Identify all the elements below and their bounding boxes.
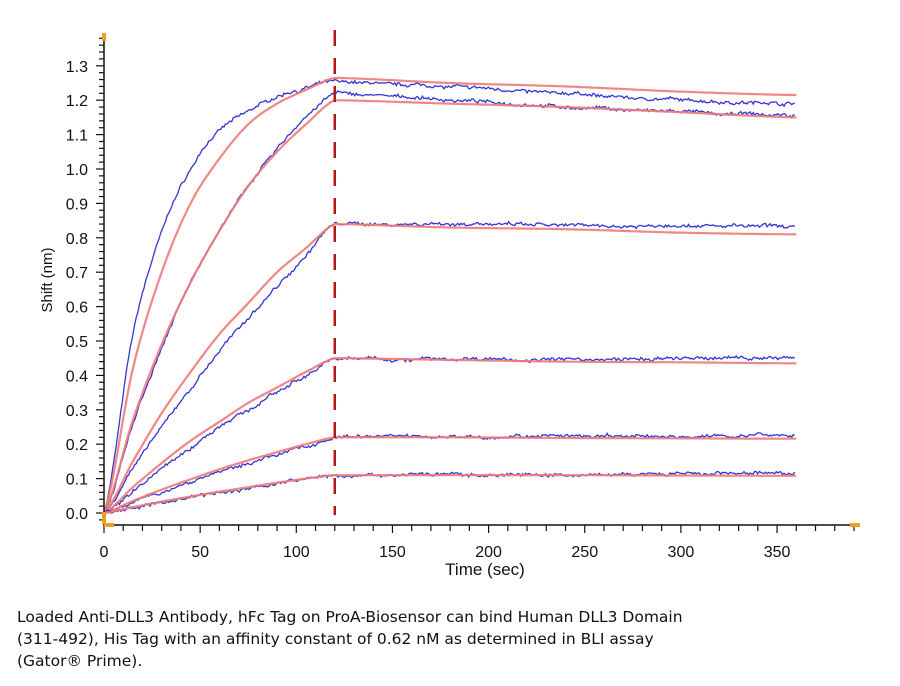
y-tick-label: 1.3 bbox=[66, 59, 88, 76]
y-tick-label: 0.0 bbox=[66, 506, 88, 523]
series-measured-3 bbox=[103, 220, 796, 514]
y-axis-end-marker bbox=[102, 33, 106, 41]
x-tick-label: 250 bbox=[571, 544, 598, 561]
y-tick-label: 0.3 bbox=[66, 403, 88, 420]
y-tick-label: 0.1 bbox=[66, 472, 88, 489]
curves bbox=[102, 76, 797, 515]
x-tick-label: 100 bbox=[283, 544, 310, 561]
series-fit-4 bbox=[103, 357, 797, 514]
x-tick-label: 300 bbox=[668, 544, 695, 561]
bli-sensorgram-chart: 0.0 0.1 0.2 0.3 0.4 0.5 0.6 0.7 0.8 0.9 1.0 1.1 1.2 1… bbox=[39, 30, 860, 579]
y-tick-label: 0.4 bbox=[66, 368, 88, 385]
figure-caption: Loaded Anti-DLL3 Antibody, hFc Tag on Pr… bbox=[17, 606, 887, 672]
y-tick-label: 1.2 bbox=[66, 93, 88, 110]
y-tick-label: 1.0 bbox=[66, 162, 88, 179]
series-fit-5 bbox=[103, 436, 797, 515]
y-axis-label: Shift (nm) bbox=[39, 247, 56, 312]
y-tick-label: 1.1 bbox=[66, 128, 88, 145]
series-measured-6 bbox=[103, 470, 796, 515]
caption-line: Loaded Anti-DLL3 Antibody, hFc Tag on Pr… bbox=[17, 608, 683, 626]
y-tick-label: 0.6 bbox=[66, 300, 88, 317]
x-tick-label: 350 bbox=[764, 544, 791, 561]
series-measured-2 bbox=[103, 90, 795, 514]
y-tick-label: 0.8 bbox=[66, 231, 88, 248]
series-fit-6 bbox=[103, 474, 797, 515]
series-fit-2 bbox=[103, 99, 797, 514]
y-tick-label: 0.2 bbox=[66, 437, 88, 454]
series-fit-1 bbox=[102, 76, 797, 514]
x-axis-label: Time (sec) bbox=[445, 560, 525, 579]
series-measured-4 bbox=[103, 354, 796, 514]
series-measured-1 bbox=[103, 78, 795, 514]
x-axis-start-marker bbox=[104, 523, 114, 527]
x-tick-label: 150 bbox=[379, 544, 406, 561]
series-fit-3 bbox=[103, 222, 797, 514]
x-tick-label: 50 bbox=[191, 544, 209, 561]
caption-line: (311-492), His Tag with an affinity cons… bbox=[17, 630, 654, 648]
x-tick-label: 0 bbox=[100, 544, 109, 561]
x-axis-end-marker bbox=[850, 523, 860, 527]
y-axis-start-marker bbox=[102, 512, 106, 524]
y-tick-label: 0.7 bbox=[66, 265, 88, 282]
y-tick-label: 0.5 bbox=[66, 334, 88, 351]
caption-line: (Gator® Prime). bbox=[17, 652, 143, 670]
x-tick-label: 200 bbox=[475, 544, 502, 561]
y-tick-label: 0.9 bbox=[66, 196, 88, 213]
axes: 0.0 0.1 0.2 0.3 0.4 0.5 0.6 0.7 0.8 0.9 1.0 1.1 1.2 1… bbox=[66, 30, 860, 561]
